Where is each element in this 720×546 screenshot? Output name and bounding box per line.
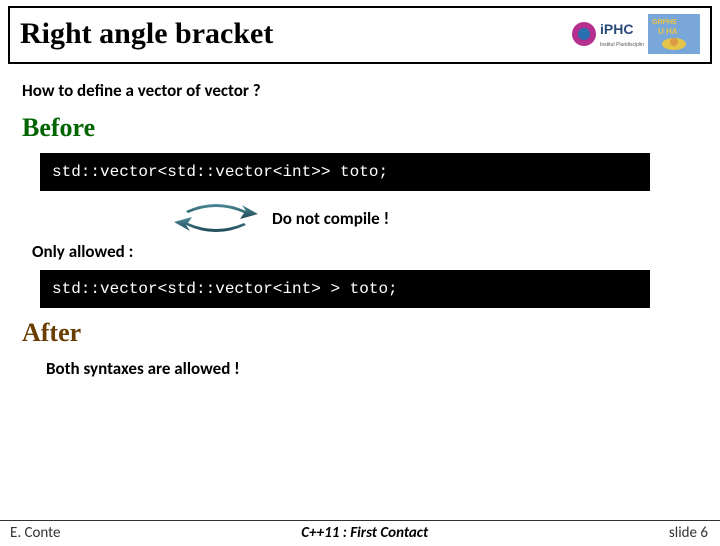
slide-title: Right angle bracket (20, 17, 273, 51)
svg-text:iPHC: iPHC (600, 21, 633, 37)
do-not-compile-label: Do not compile ! (272, 208, 389, 229)
do-not-compile-row: Do not compile ! (172, 201, 698, 235)
footer-slide-number: slide 6 (669, 524, 708, 542)
uha-logo-icon: GRPHE U HA (648, 14, 700, 54)
iphc-logo-icon: iPHC Institut Pluridisciplinaire (566, 14, 644, 54)
logos: iPHC Institut Pluridisciplinaire GRPHE U… (566, 14, 700, 54)
svg-text:U HA: U HA (658, 27, 678, 36)
footer-author: E. Conte (10, 524, 60, 542)
both-syntaxes-label: Both syntaxes are allowed ! (46, 358, 698, 379)
footer: E. Conte C++11 : First Contact slide 6 (0, 520, 720, 546)
only-allowed-label: Only allowed : (32, 241, 698, 262)
code-before: std::vector<std::vector<int>> toto; (40, 153, 650, 191)
section-after-heading: After (22, 318, 698, 348)
question-text: How to define a vector of vector ? (22, 80, 698, 101)
footer-talk-title: C++11 : First Contact (301, 524, 428, 542)
svg-text:GRPHE: GRPHE (652, 19, 677, 26)
section-before-heading: Before (22, 113, 698, 143)
cycle-arrow-icon (172, 201, 260, 235)
title-box: Right angle bracket iPHC Institut Plurid… (8, 6, 712, 64)
code-allowed: std::vector<std::vector<int> > toto; (40, 270, 650, 308)
svg-text:Institut Pluridisciplinaire: Institut Pluridisciplinaire (600, 42, 644, 48)
